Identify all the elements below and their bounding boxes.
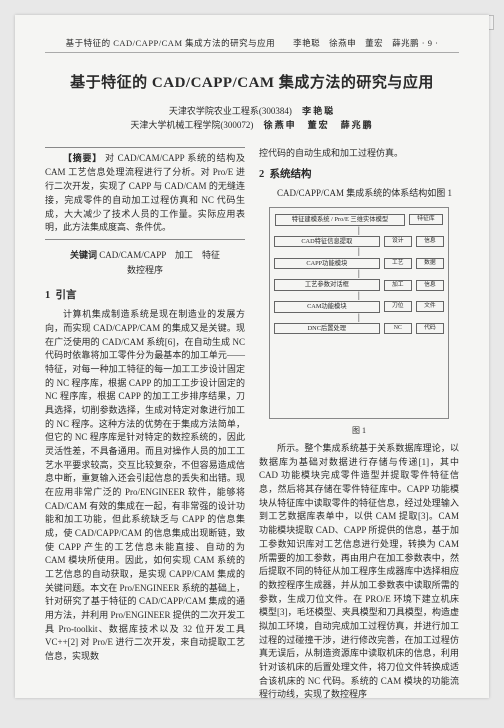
dg-arrow-1: │	[357, 229, 362, 233]
dg-box-6: DNC后置处理	[274, 323, 380, 335]
dg-side-5b: 文件	[416, 301, 444, 312]
left-column: 【摘要】 对 CAD/CAM/CAPP 系统的结构及 CAM 工艺信息处理流程进…	[45, 147, 245, 702]
abstract-text: 对 CAD/CAM/CAPP 系统的结构及 CAM 工艺信息处理流程进行了分析。…	[45, 153, 245, 233]
body-left: 计算机集成制造系统是现在制造业的发展方向，而实现 CAD/CAPP/CAM 的集…	[45, 308, 245, 663]
figure-1-caption: 图 1	[259, 425, 459, 436]
figure-1-diagram: 特征建模系统 / Pro/E 三维实体模型 特征库 │ CAD特征信息提取 设计…	[269, 207, 449, 419]
dg-side-2b: 信息	[416, 236, 444, 247]
dg-box-1: 特征建模系统 / Pro/E 三维实体模型	[275, 214, 405, 226]
running-head: 基于特征的 CAD/CAPP/CAM 集成方法的研究与应用 李艳聪 徐燕申 董宏…	[45, 37, 459, 53]
dg-side-6b: 代码	[416, 323, 444, 334]
dg-side-3b: 数据	[416, 258, 444, 269]
affil-2-inst: 天津大学机械工程学院(300072)	[130, 120, 253, 130]
keywords-line-2: 数控程序	[45, 263, 245, 277]
affiliations: 天津农学院农业工程系(300384) 李艳聪 天津大学机械工程学院(300072…	[45, 104, 459, 133]
dg-arrow-2: │	[357, 250, 362, 254]
dg-side-2a: 设计	[384, 236, 412, 247]
dg-side-1: 特征库	[409, 214, 443, 225]
dg-side-4a: 加工	[384, 280, 412, 291]
author-1: 李艳聪	[302, 106, 335, 116]
dg-side-6a: NC	[384, 323, 412, 334]
keywords-line-1: CAD/CAM/CAPP 加工 特征	[99, 250, 220, 260]
keywords: 关键词 CAD/CAM/CAPP 加工 特征 数控程序	[45, 248, 245, 277]
keywords-label: 关键词	[70, 250, 97, 260]
section-2-lead: CAD/CAPP/CAM 集成系统的体系结构如图 1	[259, 187, 459, 201]
page: 基于特征的 CAD/CAPP/CAM 集成方法的研究与应用 李艳聪 徐燕申 董宏…	[15, 15, 489, 698]
dg-side-4b: 信息	[416, 280, 444, 291]
section-2-heading: 2 系统结构	[259, 166, 459, 181]
dg-arrow-5: │	[357, 316, 362, 320]
dg-side-5a: 刀位	[384, 301, 412, 312]
abstract-label: 【摘要】	[63, 153, 102, 163]
dg-box-2: CAD特征信息提取	[274, 236, 380, 248]
abstract-box: 【摘要】 对 CAD/CAM/CAPP 系统的结构及 CAM 工艺信息处理流程进…	[45, 147, 245, 241]
section-2-title: 系统结构	[270, 169, 312, 180]
authors-2: 徐燕申 董宏 薛兆鹏	[264, 120, 374, 130]
affil-1-inst: 天津农学院农业工程系(300384)	[169, 106, 292, 116]
section-1-heading: 1 引言	[45, 287, 245, 302]
two-column-layout: 【摘要】 对 CAD/CAM/CAPP 系统的结构及 CAM 工艺信息处理流程进…	[45, 147, 459, 702]
dg-box-5: CAM功能模块	[274, 301, 380, 313]
dg-arrow-3: │	[357, 272, 362, 276]
dg-side-3a: 工艺	[384, 258, 412, 269]
body-right-top: 控代码的自动生成和加工过程仿真。	[259, 147, 459, 161]
dg-arrow-4: │	[357, 294, 362, 298]
right-column: 控代码的自动生成和加工过程仿真。 2 系统结构 CAD/CAPP/CAM 集成系…	[259, 147, 459, 702]
section-1-title: 引言	[56, 290, 77, 301]
section-1-num: 1	[45, 290, 50, 301]
section-2-num: 2	[259, 169, 264, 180]
paper-title: 基于特征的 CAD/CAPP/CAM 集成方法的研究与应用	[45, 71, 459, 92]
dg-box-3: CAPP功能模块	[274, 258, 380, 270]
dg-box-4: 工艺参数对话框	[274, 279, 380, 291]
body-right: 所示。整个集成系统基于关系数据库理论，以数据库为基础对数据进行存储与传递[1]，…	[259, 442, 459, 702]
